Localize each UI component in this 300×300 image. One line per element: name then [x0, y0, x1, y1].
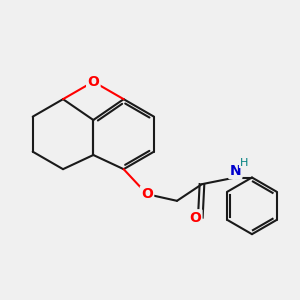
- Text: N: N: [230, 164, 241, 178]
- Text: O: O: [189, 211, 201, 224]
- Text: O: O: [141, 187, 153, 201]
- Text: H: H: [239, 158, 248, 167]
- Text: O: O: [87, 75, 99, 89]
